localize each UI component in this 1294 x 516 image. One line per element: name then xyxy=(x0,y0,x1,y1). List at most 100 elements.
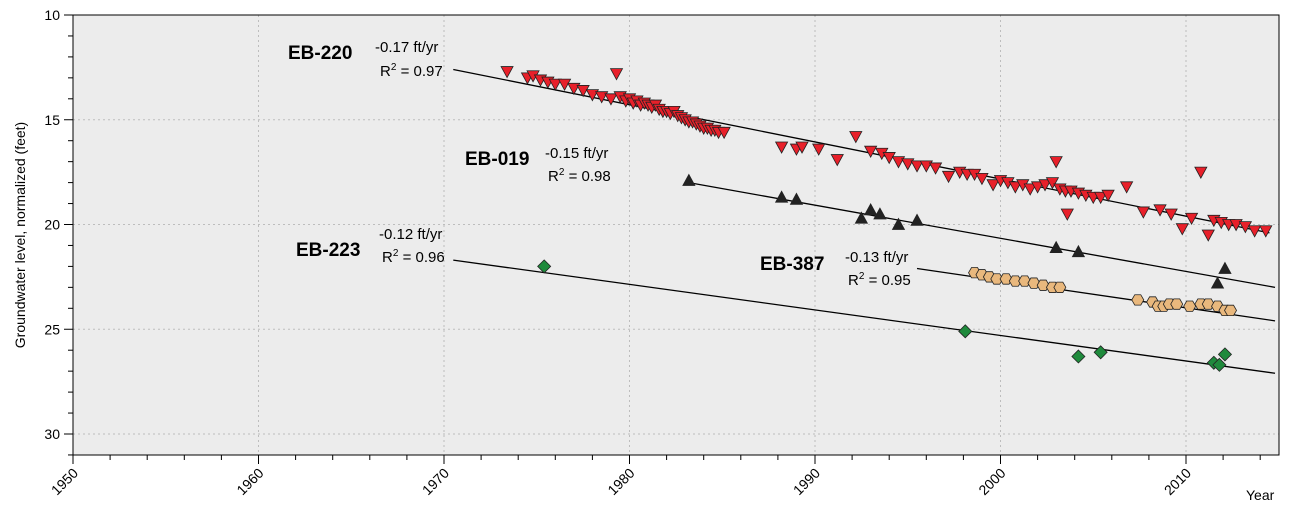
data-point-eb-220 xyxy=(774,141,789,154)
y-tick-label: 25 xyxy=(44,321,60,337)
annotation-eb-019: EB-019 -0.15 ft/yr R2 = 0.98 xyxy=(465,145,611,185)
data-point-eb-220 xyxy=(891,156,906,169)
data-point-eb-220 xyxy=(1045,177,1060,190)
grid xyxy=(73,15,1279,455)
data-point-eb-387 xyxy=(1008,275,1022,287)
data-point-eb-220 xyxy=(717,126,731,140)
data-point-eb-019 xyxy=(1218,261,1232,274)
data-point-eb-220 xyxy=(1184,212,1199,226)
data-point-eb-220 xyxy=(548,78,562,91)
data-point-eb-019 xyxy=(1049,240,1063,253)
data-point-eb-220 xyxy=(919,160,933,173)
data-point-eb-220 xyxy=(595,91,609,104)
r2-label-eb-220: R2 = 0.97 xyxy=(380,62,443,80)
trend-line-eb-220 xyxy=(453,68,1270,234)
well-label-eb-019: EB-019 xyxy=(465,149,529,170)
data-point-eb-019 xyxy=(891,217,906,230)
data-point-eb-220 xyxy=(1247,225,1262,238)
data-point-eb-220 xyxy=(1030,181,1045,194)
data-point-eb-387 xyxy=(999,273,1013,285)
data-point-eb-019 xyxy=(863,202,878,216)
r2-label-eb-223: R2 = 0.96 xyxy=(382,248,445,266)
annotation-eb-387: EB-387 -0.13 ft/yr R2 = 0.95 xyxy=(760,249,911,289)
annotation-eb-220: EB-220 -0.17 ft/yr R2 = 0.97 xyxy=(288,39,443,80)
data-point-eb-220 xyxy=(1008,181,1023,194)
data-point-eb-220 xyxy=(830,154,844,167)
trend-line-eb-223 xyxy=(453,259,1276,374)
data-point-eb-387 xyxy=(1201,298,1215,310)
data-points xyxy=(500,66,1273,372)
rate-label-eb-019: -0.15 ft/yr xyxy=(545,145,608,162)
data-point-eb-387 xyxy=(1018,275,1032,287)
data-point-eb-220 xyxy=(849,131,863,144)
plot-background xyxy=(73,15,1279,455)
data-point-eb-220 xyxy=(1093,191,1108,205)
data-point-eb-019 xyxy=(774,190,789,203)
data-point-eb-220 xyxy=(812,143,826,156)
y-tick-label: 10 xyxy=(44,7,60,23)
data-point-eb-220 xyxy=(609,68,624,81)
data-point-eb-019 xyxy=(682,173,696,186)
x-tick-label: 1950 xyxy=(48,465,81,498)
data-point-eb-220 xyxy=(576,85,590,98)
series-eb-223 xyxy=(537,259,1233,372)
data-point-eb-220 xyxy=(986,179,1000,192)
x-tick-label: 1970 xyxy=(419,465,452,498)
y-tick-label: 30 xyxy=(44,426,60,442)
data-point-eb-220 xyxy=(567,82,581,96)
x-tick-label: 2010 xyxy=(1161,465,1194,498)
data-point-eb-220 xyxy=(910,160,924,173)
r2-label-eb-387: R2 = 0.95 xyxy=(848,271,911,289)
data-point-eb-019 xyxy=(1071,244,1086,258)
data-point-eb-220 xyxy=(1101,189,1115,203)
data-point-eb-223 xyxy=(1217,347,1233,362)
data-point-eb-220 xyxy=(1119,181,1134,194)
data-point-eb-387 xyxy=(1036,279,1050,291)
data-point-eb-223 xyxy=(1071,349,1086,364)
data-point-eb-220 xyxy=(1201,229,1215,242)
data-point-eb-220 xyxy=(901,158,915,171)
rate-label-eb-387: -0.13 ft/yr xyxy=(845,249,908,266)
axis-ticks xyxy=(64,14,1261,464)
plot-frame xyxy=(72,14,1280,456)
data-point-eb-220 xyxy=(585,89,600,102)
data-point-eb-220 xyxy=(1238,221,1253,234)
data-point-eb-220 xyxy=(1194,166,1208,179)
data-point-eb-019 xyxy=(910,213,924,226)
data-point-eb-220 xyxy=(1164,208,1178,221)
data-point-eb-220 xyxy=(1023,183,1037,196)
data-point-eb-223 xyxy=(1212,357,1227,372)
data-point-eb-220 xyxy=(1136,206,1151,219)
data-point-eb-220 xyxy=(500,66,514,79)
data-point-eb-220 xyxy=(1049,156,1063,169)
data-point-eb-220 xyxy=(928,162,943,175)
data-point-eb-220 xyxy=(1153,204,1167,217)
data-point-eb-223 xyxy=(537,259,552,274)
data-point-eb-019 xyxy=(854,211,869,224)
data-point-eb-220 xyxy=(863,145,878,159)
data-point-eb-220 xyxy=(1229,219,1243,232)
data-point-eb-387 xyxy=(1053,281,1067,293)
series-eb-220 xyxy=(500,66,1273,242)
x-tick-label: 1990 xyxy=(790,465,823,498)
x-tick-label: 1960 xyxy=(233,465,266,498)
data-point-eb-220 xyxy=(795,141,809,154)
rate-label-eb-223: -0.12 ft/yr xyxy=(379,226,442,243)
data-point-eb-223 xyxy=(1093,345,1108,360)
data-point-eb-387 xyxy=(1170,298,1184,310)
data-point-eb-387 xyxy=(990,273,1004,285)
data-point-eb-220 xyxy=(975,173,989,186)
data-point-eb-220 xyxy=(1060,208,1074,221)
rate-label-eb-220: -0.17 ft/yr xyxy=(375,39,438,56)
data-point-eb-019 xyxy=(789,192,804,205)
annotation-eb-223: EB-223 -0.12 ft/yr R2 = 0.96 xyxy=(296,226,445,266)
data-point-eb-387 xyxy=(1131,294,1145,306)
series-eb-387 xyxy=(968,267,1237,316)
x-axis-title: Year xyxy=(1246,487,1275,503)
data-point-eb-387 xyxy=(1224,304,1237,316)
data-point-eb-220 xyxy=(882,152,896,165)
data-point-eb-019 xyxy=(1210,276,1225,289)
data-point-eb-387 xyxy=(1027,277,1041,289)
well-label-eb-387: EB-387 xyxy=(760,254,824,275)
